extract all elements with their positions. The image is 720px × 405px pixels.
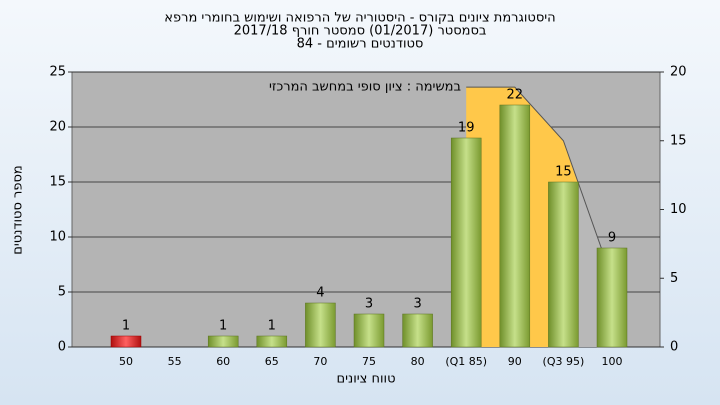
y-tick-label: 0 bbox=[58, 340, 66, 355]
annotation: במשימה : ציון סופי במחשב המרכזי bbox=[269, 80, 461, 95]
value-label: 1 bbox=[219, 319, 227, 334]
bar bbox=[596, 247, 628, 348]
y-tick-label: 10 bbox=[49, 230, 66, 245]
bar bbox=[256, 335, 288, 348]
x-tick-label: 80 bbox=[411, 355, 425, 368]
value-label: 3 bbox=[413, 297, 421, 312]
x-tick-label: 90 bbox=[508, 355, 522, 368]
bar bbox=[499, 104, 531, 348]
y2-tick-label: 5 bbox=[670, 271, 678, 286]
x-tick-label: 75 bbox=[362, 355, 376, 368]
chart-title: היסטוגרמת ציונים בקורס - היסטוריה של הרפ… bbox=[164, 11, 555, 26]
bar bbox=[207, 335, 239, 348]
y-axis-title: מספר סטודנטים bbox=[11, 165, 26, 255]
y-tick-label: 5 bbox=[58, 285, 66, 300]
bar bbox=[548, 181, 579, 348]
bar bbox=[353, 313, 385, 348]
x-tick-label: 100 bbox=[602, 355, 623, 368]
bar bbox=[305, 302, 336, 348]
y-tick-label: 15 bbox=[49, 175, 66, 190]
x-tick-label: 60 bbox=[216, 355, 230, 368]
bar bbox=[110, 335, 142, 348]
y2-tick-label: 10 bbox=[670, 202, 687, 217]
y-tick-label: 20 bbox=[49, 120, 66, 135]
value-label: 9 bbox=[608, 231, 616, 246]
area-outline bbox=[466, 86, 613, 279]
bar bbox=[402, 313, 433, 348]
subtitle: בסמסטר (01/2017) סמסטר חורף 2017/18 bbox=[234, 24, 487, 39]
x-tick-label: (Q1 85) bbox=[445, 355, 487, 368]
x-axis-title: טווח ציונים bbox=[336, 372, 395, 387]
value-label: 3 bbox=[365, 297, 373, 312]
value-label: 19 bbox=[458, 121, 475, 136]
y2-tick-label: 15 bbox=[670, 133, 687, 148]
bar bbox=[450, 137, 482, 348]
value-label: 1 bbox=[268, 319, 276, 334]
x-tick-label: 50 bbox=[119, 355, 133, 368]
x-tick-label: 65 bbox=[265, 355, 279, 368]
x-tick-label: 70 bbox=[313, 355, 327, 368]
y2-tick-label: 20 bbox=[670, 65, 687, 80]
subtitle: סטודנטים רשומים - 84 bbox=[297, 37, 424, 52]
value-label: 22 bbox=[507, 88, 524, 103]
value-label: 1 bbox=[122, 319, 130, 334]
y2-tick-label: 0 bbox=[670, 340, 678, 355]
x-tick-label: (Q3 95) bbox=[543, 355, 585, 368]
value-label: 4 bbox=[316, 286, 324, 301]
y-tick-label: 25 bbox=[49, 65, 66, 80]
value-label: 15 bbox=[555, 165, 572, 180]
x-tick-label: 55 bbox=[168, 355, 182, 368]
